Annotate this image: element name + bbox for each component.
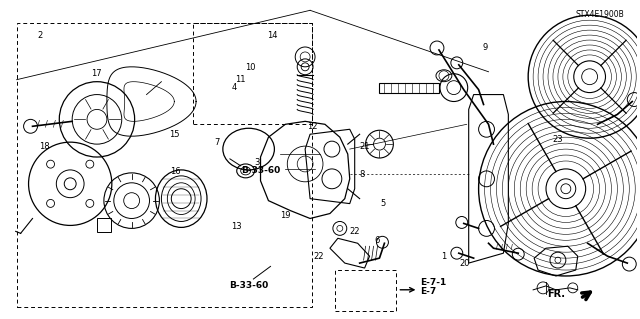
Text: 11: 11 xyxy=(236,75,246,84)
Text: 17: 17 xyxy=(92,69,102,78)
Text: B-33-60: B-33-60 xyxy=(241,166,280,175)
Text: 9: 9 xyxy=(483,43,488,52)
Text: 8: 8 xyxy=(360,170,365,179)
Text: 20: 20 xyxy=(460,259,470,268)
Text: 18: 18 xyxy=(38,142,49,151)
Text: 22: 22 xyxy=(349,227,360,236)
Text: FR.: FR. xyxy=(548,289,566,299)
Text: 6: 6 xyxy=(374,236,380,245)
Text: 15: 15 xyxy=(169,130,179,139)
Text: 16: 16 xyxy=(170,167,180,176)
Text: 23: 23 xyxy=(552,135,563,145)
Text: 19: 19 xyxy=(280,211,291,220)
Text: 22: 22 xyxy=(314,252,324,261)
Text: STX4E1900B: STX4E1900B xyxy=(576,10,625,19)
Bar xyxy=(380,83,439,93)
Text: E-7: E-7 xyxy=(420,287,436,296)
Text: 7: 7 xyxy=(214,137,220,147)
Text: 10: 10 xyxy=(245,63,255,72)
Text: 1: 1 xyxy=(441,252,446,261)
Bar xyxy=(17,23,312,308)
Text: B-33-60: B-33-60 xyxy=(229,281,269,290)
Bar xyxy=(335,270,396,311)
Text: 2: 2 xyxy=(37,31,42,40)
Bar xyxy=(193,23,312,124)
Text: 21: 21 xyxy=(359,142,370,151)
Text: 14: 14 xyxy=(267,31,278,40)
Text: 4: 4 xyxy=(232,83,237,92)
Text: 13: 13 xyxy=(231,222,241,231)
Text: 3: 3 xyxy=(254,158,259,167)
Text: 12: 12 xyxy=(307,122,317,131)
Text: E-7-1: E-7-1 xyxy=(420,278,447,287)
Text: 5: 5 xyxy=(381,199,386,208)
